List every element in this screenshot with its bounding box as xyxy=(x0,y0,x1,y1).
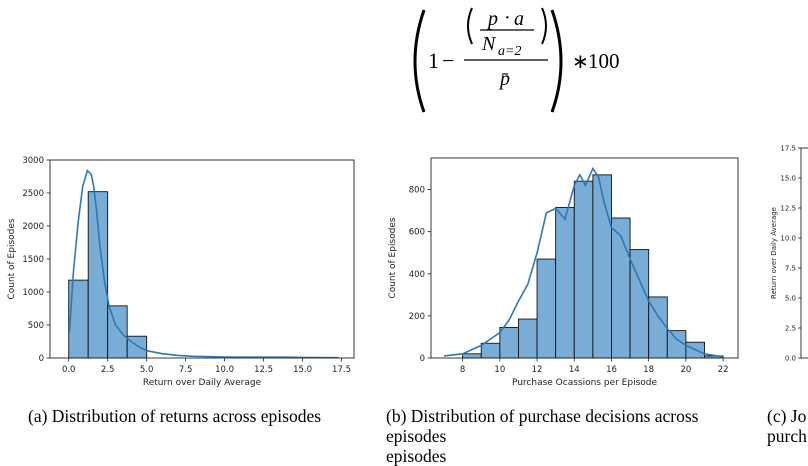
chart-b-xtick-label: 12 xyxy=(532,365,543,375)
chart-a-axes: 0.0 2.5 5.0 7.5 10.0 12.5 15.0 17.5 0 500 1000 1500… xyxy=(7,156,355,388)
chart-c-ytick-label: 5.0 xyxy=(785,295,796,303)
chart-a-ytick-label: 3000 xyxy=(22,156,44,166)
chart-c-svg: 0.0 2.5 5.0 7.5 10.0 12.5 15.0 17.5 Return over … xyxy=(770,145,808,363)
chart-b-ytick-label: 200 xyxy=(409,312,425,322)
chart-b-bar xyxy=(517,318,538,359)
caption-b: (b) Distribution of purchase decisions a… xyxy=(386,406,746,466)
chart-b-ylabel: Count of Episodes xyxy=(388,217,398,298)
chart-b-axes: 8 10 12 14 16 18 20 22 0 200 400 600 800 Purchase Oca… xyxy=(388,157,739,388)
chart-a-xtick-label: 2.5 xyxy=(101,365,115,375)
chart-a-xtick-label: 7.5 xyxy=(179,365,193,375)
chart-a-ytick-label: 500 xyxy=(28,321,44,331)
formula-p-bar: p̄ xyxy=(498,68,510,90)
formula-vec-p: p⃗ xyxy=(486,8,514,30)
chart-b-bar xyxy=(499,327,519,359)
chart-a-bar xyxy=(107,305,128,359)
chart-b-xtick-label: 20 xyxy=(680,365,691,375)
chart-b-bar xyxy=(611,217,631,359)
chart-b-bar xyxy=(573,180,594,359)
formula-vec-a: a⃗ xyxy=(514,8,540,30)
chart-a-xlabel: Return over Daily Average xyxy=(143,378,262,388)
chart-a-ytick-label: 2500 xyxy=(22,189,44,199)
formula-times: ∗ xyxy=(572,51,589,73)
chart-c-ytick-label: 2.5 xyxy=(785,325,796,333)
chart-a-xtick-label: 0.0 xyxy=(62,365,76,375)
formula-hundred: 100 xyxy=(588,49,620,73)
chart-a-xtick-label: 5.0 xyxy=(140,365,154,375)
chart-c-ytick-label: 7.5 xyxy=(785,265,796,273)
figure-a: 0.0 2.5 5.0 7.5 10.0 12.5 15.0 17.5 0 500 1000 1500… xyxy=(0,140,360,390)
chart-a-kde-line xyxy=(68,169,339,359)
formula-N: N xyxy=(481,33,497,55)
figure-b: 8 10 12 14 16 18 20 22 0 200 400 600 800 Purchase Oca… xyxy=(380,140,740,390)
chart-b-xtick-label: 18 xyxy=(643,365,654,375)
chart-c-ytick-label: 10.0 xyxy=(780,235,796,243)
chart-a-ytick-label: 2000 xyxy=(22,222,44,232)
caption-c-line1: (c) Jo xyxy=(767,406,807,426)
chart-b-kde-line xyxy=(443,166,724,358)
inner-right-paren xyxy=(541,7,547,45)
chart-b-ytick-label: 600 xyxy=(409,228,425,238)
formula-dot: · xyxy=(504,7,511,29)
figure-c: 0.0 2.5 5.0 7.5 10.0 12.5 15.0 17.5 Return over … xyxy=(760,140,808,390)
chart-b-xtick-label: 10 xyxy=(494,365,505,375)
chart-b-xtick-label: 14 xyxy=(569,365,580,375)
chart-c-ytick-label: 12.5 xyxy=(780,205,796,213)
chart-b-ytick-label: 800 xyxy=(409,186,425,196)
chart-a-bar xyxy=(126,335,148,359)
chart-b-bar xyxy=(555,207,575,359)
chart-a-xtick-label: 10.0 xyxy=(215,365,234,375)
right-paren xyxy=(550,9,563,113)
caption-c-line2: purch xyxy=(767,426,807,446)
formula-N-sub: a=2 xyxy=(498,44,521,59)
caption-a: (a) Distribution of returns across episo… xyxy=(28,406,322,426)
caption-c: (c) Jo purch xyxy=(767,406,808,446)
chart-a-ytick-label: 0 xyxy=(39,354,44,364)
chart-c-ytick-label: 17.5 xyxy=(780,145,796,153)
chart-a-xtick-label: 15.0 xyxy=(293,365,312,375)
chart-a-ylabel: Count of Episodes xyxy=(7,218,17,299)
chart-a-xtick-label: 12.5 xyxy=(254,365,273,375)
formula-one: 1 xyxy=(428,48,439,73)
chart-a-svg: 0.0 2.5 5.0 7.5 10.0 12.5 15.0 17.5 0 500 1000 1500… xyxy=(7,156,355,388)
formula-minus: − xyxy=(442,48,454,73)
chart-b-bar xyxy=(536,258,557,359)
chart-b-ytick-label: 400 xyxy=(409,270,425,280)
chart-b-bar xyxy=(592,174,612,359)
inner-left-paren xyxy=(467,7,473,45)
chart-b-bar xyxy=(462,353,482,359)
chart-b-xtick-label: 22 xyxy=(718,365,729,375)
chart-b-xtick-label: 8 xyxy=(460,365,465,375)
chart-b-svg: 8 10 12 14 16 18 20 22 0 200 400 600 800 Purchase Oca… xyxy=(388,157,739,388)
chart-b-bar xyxy=(480,342,501,359)
chart-c-ytick-label: 0.0 xyxy=(785,355,796,363)
chart-b-xtick-label: 16 xyxy=(606,365,617,375)
left-paren xyxy=(413,9,426,113)
caption-b-line2: episodes xyxy=(386,446,447,466)
caption-b-line1: (b) Distribution of purchase decisions a… xyxy=(386,406,699,446)
chart-b-ytick-label: 0 xyxy=(420,354,425,364)
chart-c-ylabel: Return over Daily Average xyxy=(770,207,778,299)
chart-a-ytick-label: 1000 xyxy=(22,288,44,298)
formula: 1 − p⃗ · a⃗ N a=2 p̄ ∗ 100 xyxy=(413,7,620,113)
chart-b-xlabel: Purchase Ocassions per Episode xyxy=(512,378,658,388)
chart-b-frame xyxy=(430,157,739,359)
chart-c-ytick-label: 15.0 xyxy=(780,175,796,183)
chart-c-axes: 0.0 2.5 5.0 7.5 10.0 12.5 15.0 17.5 Return over … xyxy=(770,145,808,363)
chart-a-xtick-label: 17.5 xyxy=(332,365,351,375)
chart-a-ytick-label: 1500 xyxy=(22,255,44,265)
